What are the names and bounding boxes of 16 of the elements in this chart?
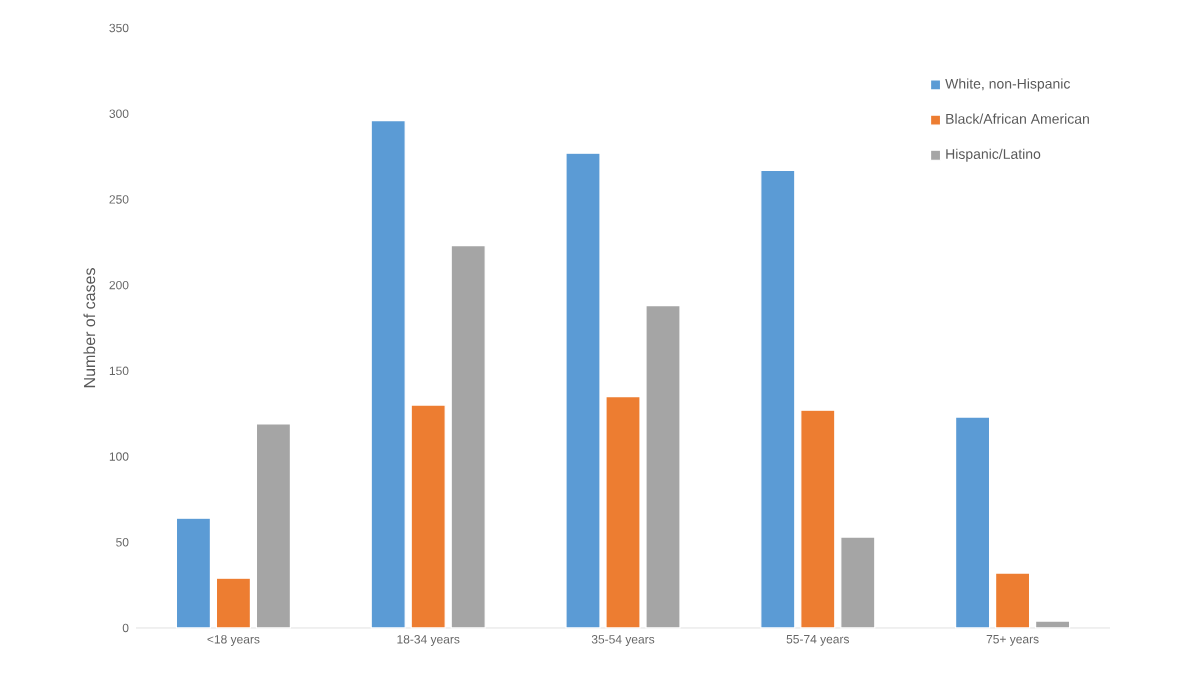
- bar: [840, 536, 876, 629]
- bar: [954, 416, 991, 629]
- bar: [370, 119, 406, 629]
- bar: [1034, 620, 1071, 629]
- bar: [410, 404, 446, 629]
- y-axis-title: Number of cases: [83, 268, 96, 388]
- bar: [565, 152, 601, 629]
- bar: [605, 395, 641, 629]
- bar: [255, 423, 292, 629]
- bar: [994, 572, 1031, 629]
- bar: [215, 577, 252, 629]
- bar: [645, 305, 681, 629]
- bar: [760, 169, 796, 629]
- bar: [175, 517, 212, 629]
- bar: [800, 409, 836, 629]
- bar: [450, 245, 486, 629]
